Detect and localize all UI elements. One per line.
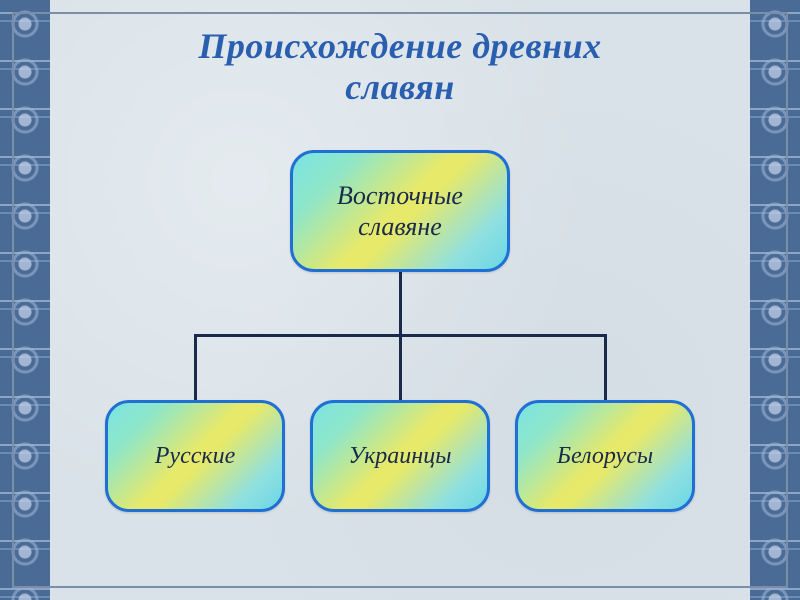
connector-drop-3 <box>604 334 607 400</box>
slide-title: Происхождение древних славян <box>50 26 750 109</box>
title-line-1: Происхождение древних <box>198 26 601 66</box>
node-root: Восточные славяне <box>290 150 510 272</box>
node-child-1-label: Русские <box>155 443 236 470</box>
node-root-line1: Восточные <box>337 181 463 210</box>
node-child-3-label: Белорусы <box>557 443 653 470</box>
node-root-line2: славяне <box>358 212 442 241</box>
node-child-1: Русские <box>105 400 285 512</box>
connector-drop-2 <box>399 334 402 400</box>
title-line-2: славян <box>345 67 455 107</box>
node-child-3: Белорусы <box>515 400 695 512</box>
ornament-left <box>0 0 50 600</box>
node-child-2: Украинцы <box>310 400 490 512</box>
node-root-label: Восточные славяне <box>337 180 463 242</box>
node-child-2-label: Украинцы <box>349 443 452 470</box>
slide: Происхождение древних славян Восточные с… <box>0 0 800 600</box>
connector-drop-1 <box>194 334 197 400</box>
connector-root-stem <box>399 272 402 334</box>
org-diagram: Восточные славяне Русские Украинцы Белор… <box>50 150 750 550</box>
content-area: Происхождение древних славян Восточные с… <box>50 0 750 600</box>
ornament-right <box>750 0 800 600</box>
